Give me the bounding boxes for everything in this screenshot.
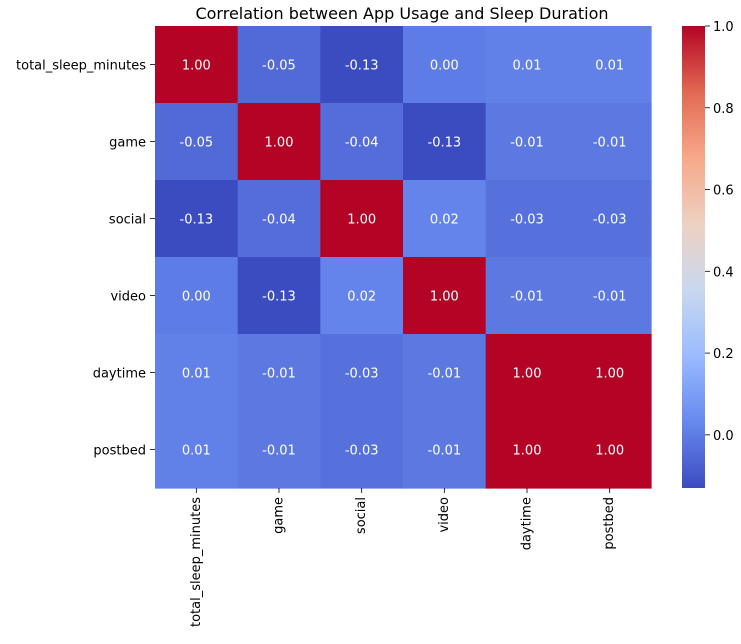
heatmap-cell-game-postbed: [568, 103, 652, 181]
heatmap-cell-daytime-daytime: [485, 334, 569, 412]
heatmap-cell-game-social: [320, 103, 404, 181]
heatmap-cell-social-social: [320, 180, 404, 258]
colorbar-tick-label: 1.0: [713, 20, 734, 35]
heatmap-cell-total_sleep_minutes-daytime: [485, 26, 569, 104]
heatmap-cell-social-daytime: [485, 180, 569, 258]
heatmap-cell-daytime-postbed: [568, 334, 652, 412]
x-tick-label-social: social: [354, 497, 369, 534]
x-tick-label-total_sleep_minutes: total_sleep_minutes: [189, 497, 204, 627]
cell-value-label: -0.03: [345, 367, 379, 382]
y-tick-label-daytime: daytime: [93, 367, 146, 382]
cell-value-label: -0.13: [180, 213, 214, 228]
cell-value-label: 0.01: [182, 367, 211, 382]
heatmap-cell-total_sleep_minutes-postbed: [568, 26, 652, 104]
y-tick-label-postbed: postbed: [93, 444, 146, 459]
colorbar-tick-label: 0.6: [713, 184, 734, 199]
cell-value-label: -0.04: [345, 136, 379, 151]
heatmap-cell-postbed-game: [237, 411, 321, 489]
chart-title: Correlation between App Usage and Sleep …: [195, 4, 608, 23]
x-tick-label-game: game: [272, 497, 287, 534]
cell-value-label: -0.13: [428, 136, 462, 151]
cell-value-label: -0.04: [262, 213, 296, 228]
heatmap-cell-postbed-daytime: [485, 411, 569, 489]
heatmap-cell-daytime-social: [320, 334, 404, 412]
cell-value-label: 0.01: [595, 59, 624, 74]
heatmap-cell-game-total_sleep_minutes: [155, 103, 239, 181]
cell-value-label: -0.13: [262, 290, 296, 305]
cell-value-label: 1.00: [595, 367, 624, 382]
cell-value-label: 1.00: [513, 444, 542, 459]
heatmap-cell-postbed-video: [403, 411, 487, 489]
cell-value-label: -0.13: [345, 59, 379, 74]
heatmap-cell-daytime-video: [403, 334, 487, 412]
cell-value-label: -0.05: [262, 59, 296, 74]
heatmap-cell-social-video: [403, 180, 487, 258]
heatmap-cell-total_sleep_minutes-video: [403, 26, 487, 104]
cell-value-label: -0.03: [345, 444, 379, 459]
cell-value-label: -0.03: [593, 213, 627, 228]
heatmap-cell-social-total_sleep_minutes: [155, 180, 239, 258]
cell-value-label: 1.00: [513, 367, 542, 382]
heatmap-cell-game-video: [403, 103, 487, 181]
cell-value-label: 0.01: [513, 59, 542, 74]
heatmap-cell-labels: 1.00 -0.05 -0.13 0.00 0.01 0.01 -0.05 1.00 -0.04…: [180, 59, 627, 459]
colorbar-tick-label: 0.0: [713, 429, 734, 444]
cell-value-label: -0.01: [262, 444, 296, 459]
y-tick-label-game: game: [109, 136, 146, 151]
heatmap-cell-game-daytime: [485, 103, 569, 181]
heatmap-cell-video-game: [237, 257, 321, 335]
heatmap-cell-video-total_sleep_minutes: [155, 257, 239, 335]
cell-value-label: 0.00: [430, 59, 459, 74]
x-tick-label-video: video: [437, 497, 452, 533]
cell-value-label: 1.00: [265, 136, 294, 151]
heatmap-cell-video-daytime: [485, 257, 569, 335]
heatmap-cell-social-game: [237, 180, 321, 258]
cell-value-label: -0.01: [593, 290, 627, 305]
cell-value-label: -0.01: [510, 136, 544, 151]
heatmap-cell-postbed-postbed: [568, 411, 652, 489]
heatmap-cell-video-video: [403, 257, 487, 335]
cell-value-label: -0.03: [510, 213, 544, 228]
x-axis: total_sleep_minutes game social video daytim…: [189, 488, 617, 627]
heatmap-cell-video-social: [320, 257, 404, 335]
heatmap-cell-daytime-total_sleep_minutes: [155, 334, 239, 412]
colorbar-tick-label: 0.4: [713, 265, 734, 280]
cell-value-label: 1.00: [182, 59, 211, 74]
cell-value-label: 0.01: [182, 444, 211, 459]
colorbar: 0.0 0.2 0.4 0.6 0.8 1.0: [682, 20, 734, 488]
cell-value-label: 1.00: [347, 213, 376, 228]
cell-value-label: -0.01: [262, 367, 296, 382]
cell-value-label: -0.01: [428, 367, 462, 382]
cell-value-label: -0.01: [510, 290, 544, 305]
cell-value-label: 1.00: [430, 290, 459, 305]
heatmap-cell-video-postbed: [568, 257, 652, 335]
heatmap-cell-total_sleep_minutes-total_sleep_minutes: [155, 26, 239, 104]
heatmap-cell-game-game: [237, 103, 321, 181]
heatmap-cell-total_sleep_minutes-social: [320, 26, 404, 104]
x-tick-label-daytime: daytime: [520, 497, 535, 550]
colorbar-tick-label: 0.8: [713, 102, 734, 117]
heatmap-cell-postbed-total_sleep_minutes: [155, 411, 239, 489]
colorbar-tick-label: 0.2: [713, 347, 734, 362]
cell-value-label: 0.02: [430, 213, 459, 228]
cell-value-label: 0.02: [347, 290, 376, 305]
cell-value-label: 0.00: [182, 290, 211, 305]
cell-value-label: 1.00: [595, 444, 624, 459]
cell-value-label: -0.01: [593, 136, 627, 151]
heatmap-cell-social-postbed: [568, 180, 652, 258]
y-tick-label-video: video: [110, 290, 146, 305]
x-tick-label-postbed: postbed: [602, 497, 617, 550]
heatmap-cells: [155, 26, 652, 489]
heatmap-cell-total_sleep_minutes-game: [237, 26, 321, 104]
y-tick-label-social: social: [109, 213, 146, 228]
heatmap-cell-daytime-game: [237, 334, 321, 412]
cell-value-label: -0.05: [180, 136, 214, 151]
colorbar-gradient: [682, 26, 705, 488]
heatmap-cell-postbed-social: [320, 411, 404, 489]
cell-value-label: -0.01: [428, 444, 462, 459]
y-tick-label-total_sleep_minutes: total_sleep_minutes: [16, 59, 146, 74]
